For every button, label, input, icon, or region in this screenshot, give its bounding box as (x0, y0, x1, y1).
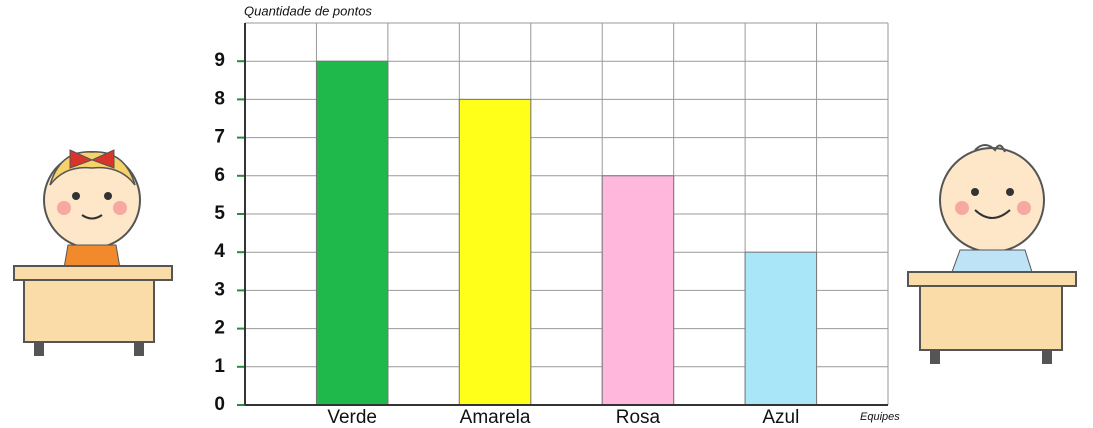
y-tick-label: 3 (214, 279, 225, 300)
y-tick-label: 2 (214, 318, 225, 339)
girl-illustration (13, 149, 173, 356)
x-tick-label: Amarela (460, 407, 531, 428)
x-tick-label: Rosa (616, 407, 661, 428)
y-tick-label: 8 (214, 88, 225, 109)
y-tick-label: 4 (214, 241, 225, 262)
boy-illustration (907, 144, 1077, 364)
bar (601, 175, 675, 406)
y-tick-label: 1 (214, 356, 225, 377)
y-tick-label: 0 (214, 394, 225, 415)
y-tick-label: 5 (214, 203, 225, 224)
x-tick-label: Verde (327, 407, 377, 428)
y-tick-label: 6 (214, 165, 225, 186)
y-axis-label: Quantidade de pontos (244, 3, 372, 18)
bar (458, 98, 532, 406)
bar (744, 251, 818, 406)
y-tick-label: 7 (214, 127, 225, 148)
x-axis-label: Equipes (860, 411, 900, 423)
bar (315, 60, 389, 406)
y-tick-label: 9 (214, 50, 225, 71)
x-tick-label: Azul (762, 407, 799, 428)
